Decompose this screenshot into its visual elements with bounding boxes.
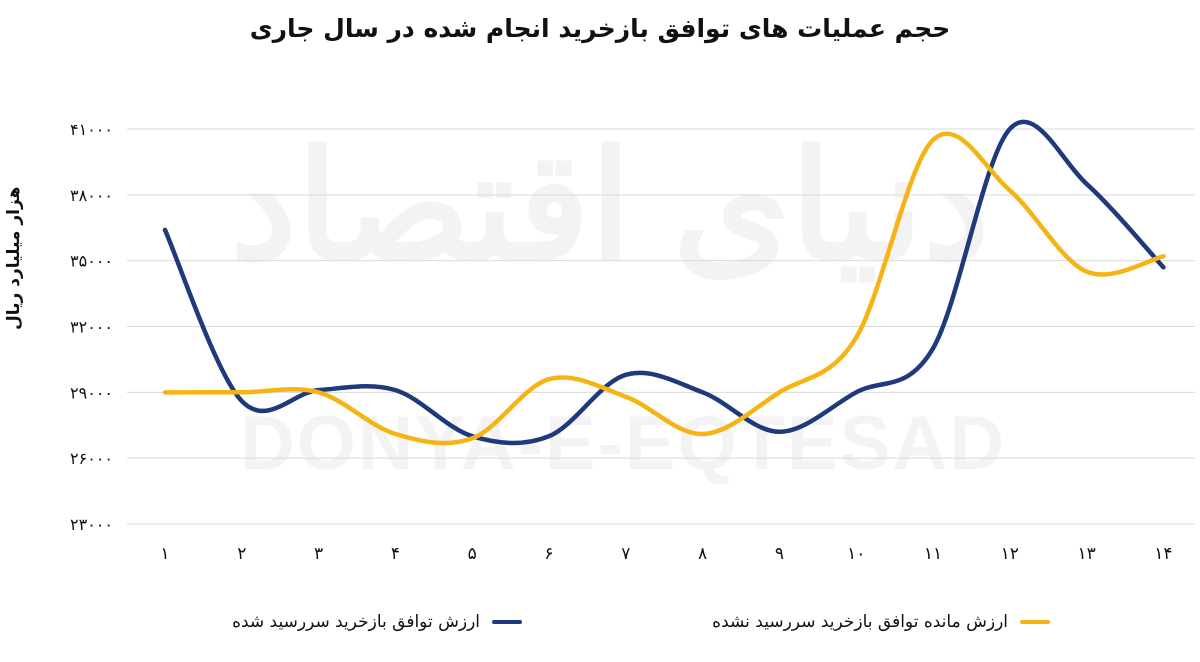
legend-swatch-navy: [492, 620, 522, 624]
x-tick-label: ۱۲: [1001, 544, 1019, 564]
x-tick-label: ۲: [237, 544, 246, 564]
legend-item-gold: ارزش مانده توافق بازخرید سررسید نشده: [712, 612, 1050, 632]
y-tick-label: ۳۲۰۰۰: [70, 318, 113, 337]
legend-label-navy: ارزش توافق بازخرید سررسید شده: [232, 612, 480, 632]
chart-title: حجم عملیات های توافق بازخرید انجام شده د…: [249, 14, 951, 43]
y-tick-label: ۳۵۰۰۰: [70, 252, 113, 271]
x-tick-label: ۱۴: [1154, 544, 1172, 564]
x-tick-label: ۹: [775, 544, 784, 564]
legend-item-navy: ارزش توافق بازخرید سررسید شده: [232, 612, 522, 632]
y-tick-label: ۲۳۰۰۰: [70, 515, 113, 534]
x-tick-label: ۵: [468, 544, 477, 564]
series-line-navy: [162, 119, 1166, 446]
x-tick-label: ۱۳: [1077, 544, 1095, 564]
y-tick-label: ۲۶۰۰۰: [70, 449, 113, 468]
x-tick-label: ۱: [160, 544, 169, 564]
x-tick-label: ۴: [391, 544, 400, 564]
x-tick-label: ۸: [698, 544, 707, 564]
legend-label-gold: ارزش مانده توافق بازخرید سررسید نشده: [712, 612, 1008, 632]
legend-swatch-gold: [1020, 620, 1050, 624]
x-tick-label: ۱۱: [924, 544, 942, 564]
y-tick-label: ۳۸۰۰۰: [70, 186, 113, 205]
x-tick-label: ۱۰: [847, 544, 865, 564]
x-tick-label: ۳: [314, 544, 323, 564]
y-tick-label: ۴۱۰۰۰: [70, 120, 113, 139]
x-tick-label: ۶: [544, 544, 553, 564]
y-tick-label: ۲۹۰۰۰: [70, 383, 113, 402]
x-tick-label: ۷: [621, 544, 630, 564]
series-line-gold: [162, 131, 1166, 446]
